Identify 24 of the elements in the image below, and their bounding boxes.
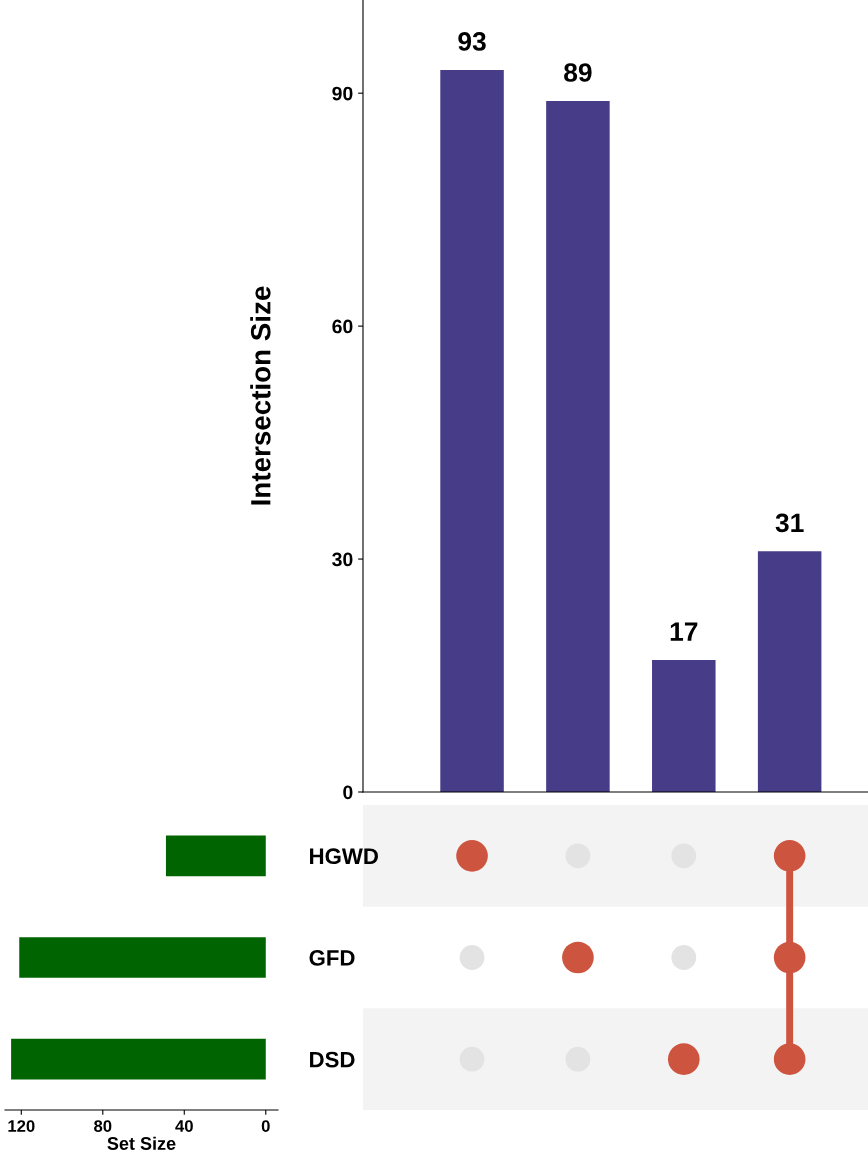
data-label: 89	[564, 63, 592, 82]
x-axis-title: Set Size	[107, 1136, 176, 1150]
bar	[165, 835, 266, 877]
bar	[440, 69, 504, 792]
y-tick-label: 60	[332, 319, 353, 334]
bar	[652, 660, 716, 792]
y-tick-label: 90	[332, 86, 353, 101]
bar	[11, 1038, 266, 1080]
y-axis-title: Intersection Size	[250, 286, 271, 505]
x-tick-label: 0	[261, 1120, 270, 1132]
y-tick-label: HGWD	[310, 848, 378, 865]
x-tick-label: 40	[175, 1120, 193, 1132]
data-label: 17	[670, 622, 698, 641]
y-tick-label: 0	[343, 785, 353, 800]
data-label: 93	[458, 32, 486, 51]
x-tick-label: 120	[8, 1120, 35, 1132]
y-tick-label: GFD	[309, 950, 355, 966]
bar	[757, 551, 822, 792]
data-label: 31	[775, 513, 804, 533]
y-tick-label: DSD	[310, 1051, 355, 1068]
bar	[546, 100, 610, 792]
bar	[19, 937, 266, 978]
y-tick-label: 30	[332, 552, 353, 567]
x-tick-label: 80	[94, 1120, 112, 1132]
